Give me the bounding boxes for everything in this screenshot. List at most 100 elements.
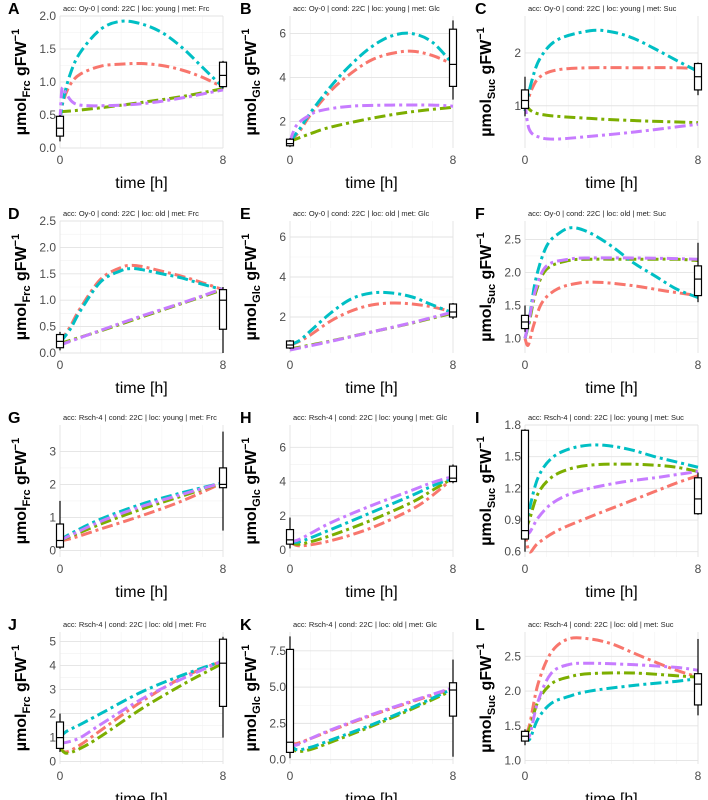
x-axis-title: time [h] bbox=[115, 380, 167, 397]
y-tick-label: 0.9 bbox=[504, 513, 521, 527]
series-line-4 bbox=[59, 481, 224, 542]
y-tick-label: 2.5 bbox=[39, 214, 56, 228]
boxplot-box bbox=[55, 115, 65, 137]
y-tick-label: 2.5 bbox=[504, 649, 521, 663]
series-line-1 bbox=[289, 476, 454, 548]
boxplot-box bbox=[218, 289, 228, 330]
panel-subtitle: acc: Oy-0 | cond: 22C | loc: young | met… bbox=[528, 4, 677, 13]
boxplot-t0 bbox=[55, 500, 65, 549]
y-tick-label: 3 bbox=[49, 683, 56, 697]
panel-tag: D bbox=[8, 206, 20, 223]
series-line-4 bbox=[523, 102, 699, 141]
boxplot-t0 bbox=[285, 138, 295, 147]
x-tick-label: 8 bbox=[450, 562, 457, 576]
boxplot-t8 bbox=[693, 472, 703, 515]
series-line-1 bbox=[58, 61, 224, 121]
series-line-1 bbox=[523, 66, 699, 112]
x-tick-label: 0 bbox=[287, 153, 294, 167]
y-tick-label: 0.0 bbox=[269, 753, 286, 767]
boxplot-t0 bbox=[520, 429, 530, 552]
x-tick-label: 0 bbox=[287, 358, 294, 372]
y-tick-label: 2.5 bbox=[269, 716, 286, 730]
y-tick-label: 1 bbox=[49, 731, 56, 745]
y-tick-label: 2 bbox=[49, 707, 56, 721]
x-axis-title: time [h] bbox=[115, 175, 167, 192]
boxplot-t8 bbox=[448, 659, 458, 757]
boxplot-t0 bbox=[520, 305, 530, 332]
y-tick-label: 2 bbox=[49, 477, 56, 491]
y-tick-label: 6 bbox=[279, 27, 286, 41]
x-tick-label: 0 bbox=[287, 562, 294, 576]
boxplot-box bbox=[693, 673, 703, 706]
series-line-3 bbox=[288, 31, 455, 143]
series-line-3 bbox=[58, 19, 225, 121]
boxplot-box bbox=[285, 648, 295, 753]
boxplot-box bbox=[285, 138, 295, 147]
panel-tag: F bbox=[475, 206, 485, 223]
panel-subtitle: acc: Rsch-4 | cond: 22C | loc: young | m… bbox=[293, 413, 447, 422]
panel-subtitle: acc: Oy-0 | cond: 22C | loc: young | met… bbox=[293, 4, 440, 13]
boxplot-box bbox=[285, 528, 295, 545]
boxplot-t8 bbox=[218, 60, 228, 89]
y-tick-label: 1.5 bbox=[504, 298, 521, 312]
y-tick-label: 3 bbox=[49, 444, 56, 458]
boxplot-box bbox=[693, 265, 703, 297]
x-tick-label: 8 bbox=[220, 153, 227, 167]
y-tick-label: 1 bbox=[514, 99, 521, 113]
boxplot-t8 bbox=[448, 20, 458, 100]
panel-tag: I bbox=[475, 410, 479, 427]
y-axis-title: µmolSuc gFW−1 bbox=[475, 27, 498, 137]
y-tick-label: 7.5 bbox=[269, 644, 286, 658]
boxplot-t0 bbox=[520, 76, 530, 117]
boxplot-t8 bbox=[218, 287, 228, 353]
boxplot-box bbox=[520, 429, 530, 540]
y-axis-title: µmolSuc gFW−1 bbox=[475, 436, 498, 546]
series-line-3 bbox=[523, 677, 699, 742]
boxplot-box bbox=[218, 467, 228, 489]
series-line-3 bbox=[58, 659, 224, 739]
y-axis-title: µmolGlc gFW−1 bbox=[240, 437, 263, 544]
boxplot-box bbox=[218, 638, 228, 708]
series-line-3 bbox=[289, 476, 454, 544]
series-line-2 bbox=[58, 661, 224, 755]
boxplot-t0 bbox=[55, 331, 65, 351]
series-line-1 bbox=[523, 636, 699, 734]
panel-tag: C bbox=[475, 1, 487, 18]
series-line-2 bbox=[523, 462, 699, 532]
boxplot-box bbox=[448, 465, 458, 483]
series-line-2 bbox=[59, 87, 224, 114]
series-line-2 bbox=[289, 476, 454, 546]
boxplot-t8 bbox=[218, 431, 228, 531]
x-axis-title: time [h] bbox=[115, 584, 167, 601]
y-tick-label: 1 bbox=[49, 510, 56, 524]
series-line-4 bbox=[289, 474, 454, 544]
y-tick-label: 1.0 bbox=[504, 331, 521, 345]
series-line-4 bbox=[523, 469, 699, 535]
series-line-3 bbox=[289, 290, 454, 347]
x-axis-title: time [h] bbox=[345, 791, 397, 800]
y-axis-title: µmolGlc gFW−1 bbox=[240, 28, 263, 135]
boxplot-t8 bbox=[448, 303, 458, 319]
series-line-3 bbox=[523, 28, 699, 112]
panel-tag: J bbox=[8, 617, 17, 634]
x-axis-title: time [h] bbox=[345, 584, 397, 601]
boxplot-t0 bbox=[55, 115, 65, 142]
boxplot-t0 bbox=[55, 713, 65, 752]
y-tick-label: 6 bbox=[279, 230, 286, 244]
boxplot-t8 bbox=[693, 242, 703, 303]
y-tick-label: 6 bbox=[279, 440, 286, 454]
boxplot-box bbox=[55, 523, 65, 548]
x-axis-title: time [h] bbox=[345, 175, 397, 192]
y-tick-label: 2.5 bbox=[504, 232, 521, 246]
y-tick-label: 2 bbox=[279, 310, 286, 324]
y-axis-title: µmolFrc gFW−1 bbox=[10, 234, 33, 340]
x-tick-label: 0 bbox=[57, 153, 64, 167]
y-tick-label: 5 bbox=[49, 635, 56, 649]
